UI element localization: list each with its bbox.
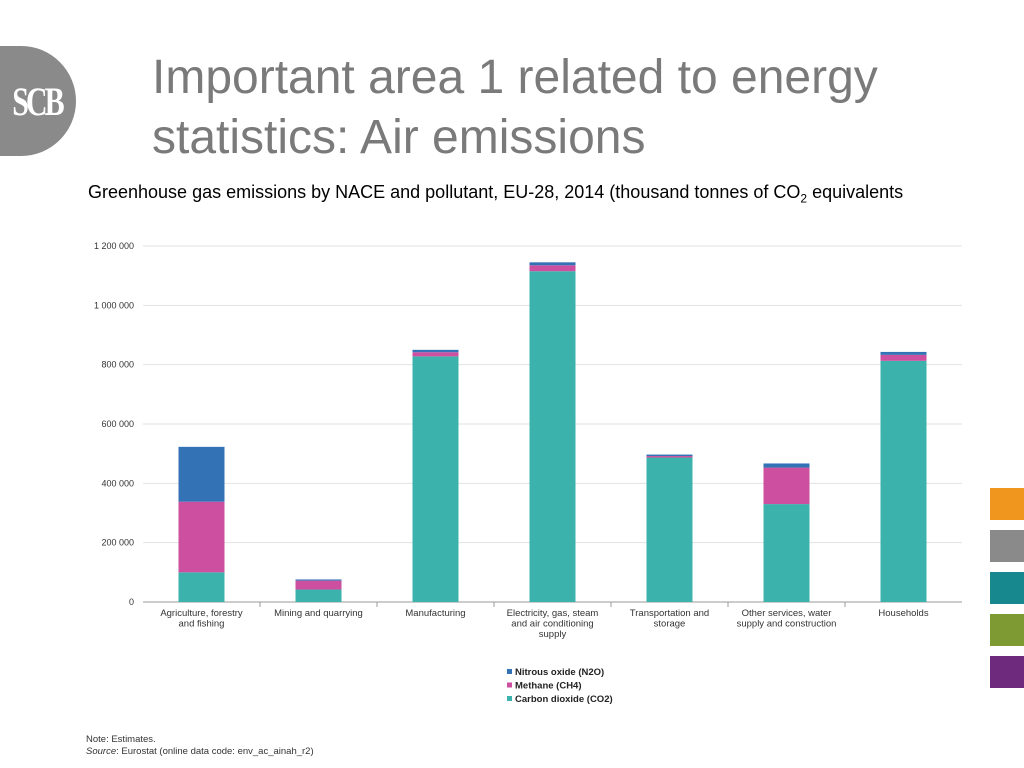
caption-main: Greenhouse gas emissions by NACE and pol… [88, 182, 801, 202]
logo-text: SCB [12, 78, 64, 124]
legend-label: Carbon dioxide (CO2) [515, 694, 613, 705]
source-text: : Eurostat (online data code: env_ac_ain… [116, 746, 314, 757]
slide-title: Important area 1 related to energy stati… [152, 51, 878, 164]
bar-segment [412, 352, 459, 357]
bar-segment [412, 349, 459, 353]
bar-segment [763, 467, 810, 505]
x-category-label: and air conditioning [511, 619, 593, 630]
x-category-label: Agriculture, forestry [160, 608, 243, 619]
bar-segment [178, 501, 225, 573]
y-tick-label: 400 000 [101, 478, 134, 488]
bar-segment [646, 456, 693, 458]
stacked-bar-chart: 0 200 000 400 000 600 000 800 000 1 000 000 1 … [94, 241, 962, 705]
bar-segment [646, 457, 693, 602]
bar-segment [529, 265, 576, 272]
bar-segment [646, 454, 693, 457]
bar-segment [295, 579, 342, 581]
legend-swatch [507, 696, 512, 701]
bar-segment [880, 360, 927, 602]
bar-segment [295, 580, 342, 590]
legend-label: Methane (CH4) [515, 681, 582, 692]
x-category-label: storage [654, 619, 686, 630]
bar-segment [295, 589, 342, 602]
legend-swatch [507, 682, 512, 688]
bar-segment [529, 262, 576, 266]
legend-swatch [507, 669, 512, 674]
x-category-label: Transportation and [630, 608, 709, 619]
side-swatch [990, 656, 1024, 688]
chart-notes: Note: Estimates. Source: Eurostat (onlin… [86, 734, 314, 758]
bar-segment [763, 504, 810, 602]
x-category-label: supply and construction [737, 619, 837, 630]
x-category-label: Manufacturing [405, 608, 465, 619]
bar-segment [529, 271, 576, 602]
side-swatch [990, 488, 1024, 520]
y-tick-label: 200 000 [101, 538, 134, 548]
x-category-label: Other services, water [742, 608, 832, 619]
legend-label: Nitrous oxide (N2O) [515, 667, 604, 678]
chart-caption: Greenhouse gas emissions by NACE and pol… [88, 179, 968, 213]
y-tick-label: 1 000 000 [94, 300, 134, 310]
bar-segment [178, 446, 225, 502]
bar-segment [880, 351, 927, 355]
y-tick-label: 0 [129, 597, 134, 607]
y-tick-label: 1 200 000 [94, 241, 134, 251]
note-line: Note: Estimates. [86, 734, 156, 745]
side-swatch [990, 572, 1024, 604]
x-category-label: Electricity, gas, steam [507, 608, 599, 619]
source-line: Source: Eurostat (online data code: env_… [86, 746, 314, 758]
x-category-label: and fishing [179, 619, 225, 630]
bar-segment [412, 356, 459, 602]
y-tick-label: 600 000 [101, 419, 134, 429]
x-category-label: Households [878, 608, 928, 619]
caption-end: equivalents [807, 182, 904, 202]
y-tick-label: 800 000 [101, 360, 134, 370]
bar-segment [763, 463, 810, 468]
bar-segment [880, 354, 927, 361]
caption-subscript: 2 [800, 191, 808, 206]
source-label: Source [86, 746, 117, 757]
x-category-label: supply [539, 629, 567, 640]
bar-segment [178, 572, 225, 602]
side-swatch [990, 614, 1024, 646]
side-swatch [990, 530, 1024, 562]
x-category-label: Mining and quarrying [274, 608, 363, 619]
side-color-swatches [990, 488, 1024, 698]
